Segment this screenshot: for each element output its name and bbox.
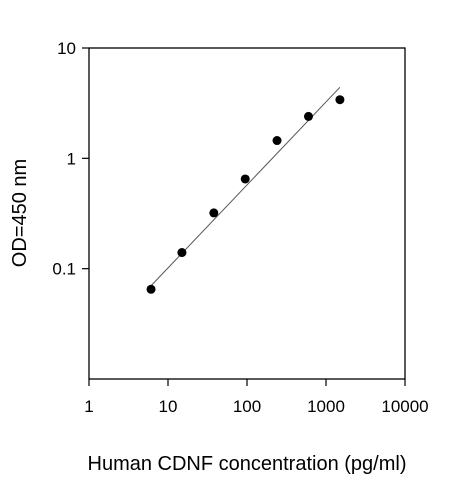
axis-ticks [82,47,406,386]
data-point [303,111,313,121]
data-point [146,284,156,294]
x-tick-label: 1000 [307,397,345,416]
data-points [146,95,345,294]
data-point [240,174,250,184]
x-axis-label: Human CDNF concentration (pg/ml) [88,453,407,475]
data-point [272,136,282,146]
y-tick-label: 0.1 [52,260,76,279]
plot-frame [88,47,406,380]
x-tick-label: 10 [159,397,178,416]
axis-tick-labels: 1 10 100 1000 10000 0.1 1 10 [52,39,428,416]
y-axis-label: OD=450 nm [9,159,31,267]
y-tick-label: 1 [67,149,76,168]
x-tick-label: 100 [233,397,261,416]
x-tick-label: 1 [84,397,93,416]
data-point [335,95,345,105]
data-point [177,248,187,258]
x-tick-label: 10000 [381,397,428,416]
data-point [209,208,219,218]
y-tick-label: 10 [57,39,76,58]
